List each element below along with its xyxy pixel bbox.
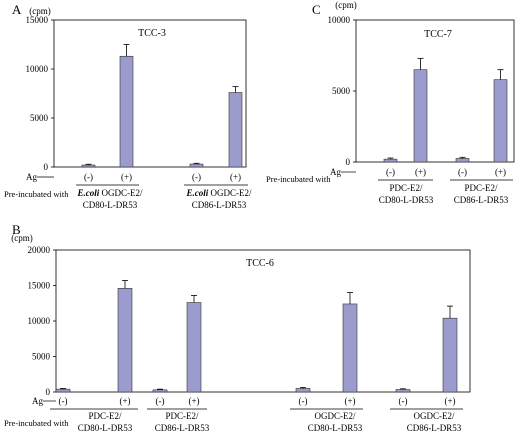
y-axis-unit-label: (cpm)	[11, 233, 33, 243]
bar	[413, 69, 428, 163]
ag-condition-label: (+)	[344, 396, 355, 406]
group-label-line1: PDC-E2/	[165, 411, 199, 421]
chart-panel-b: B(cpm) TCC-6 0 5000 10000 15000 20000 Ag Pre-inc…	[4, 222, 471, 433]
y-tick-label: 0	[346, 157, 351, 167]
pre-incubated-label: Pre-incubated with	[4, 189, 69, 199]
group-label-text: PDC-E2/	[389, 183, 423, 193]
group-label-line1: OGDC-E2/	[315, 411, 356, 421]
bar	[152, 389, 168, 393]
group-label-line2: CD86-L-DR53	[454, 195, 509, 205]
y-tick-label: 5000	[32, 352, 51, 362]
bar	[117, 288, 133, 393]
group-label-italic: E.coli	[186, 188, 209, 198]
y-tick-label: 10000	[26, 64, 49, 74]
y-tick-label: 10000	[28, 316, 51, 326]
pre-incubated-label: Pre-incubated with	[266, 174, 331, 184]
group-label-line1: E.coli OGDC-E2/	[77, 188, 143, 198]
group-label-line2: CD80-L-DR53	[78, 423, 133, 433]
group-label-line2: CD80-L-DR53	[308, 423, 363, 433]
group-label-text: OGDC-E2/	[414, 411, 455, 421]
y-axis-unit-label: (cpm)	[335, 0, 357, 10]
ag-condition-label: (-)	[458, 167, 467, 177]
ag-condition-label: (+)	[119, 396, 130, 406]
bar	[189, 163, 204, 168]
group-label-line1: PDC-E2/	[389, 183, 423, 193]
bar	[383, 158, 398, 163]
panel-letter: B	[12, 222, 21, 237]
ag-condition-label: (-)	[399, 396, 408, 406]
ag-label: Ag	[26, 172, 37, 182]
bar	[493, 79, 508, 163]
ag-label: Ag	[32, 396, 43, 406]
bar	[81, 164, 96, 168]
group-label-text: OGDC-E2/	[99, 188, 143, 198]
y-tick-label: 20000	[28, 245, 51, 255]
chart-title: TCC-6	[246, 258, 274, 269]
ag-label: Ag	[330, 167, 341, 177]
ag-condition-label: (+)	[415, 167, 426, 177]
group-label-line2: CD86-L-DR53	[155, 423, 210, 433]
ag-condition-label: (+)	[230, 172, 241, 182]
bar	[295, 388, 311, 393]
bar	[342, 303, 358, 393]
bar	[228, 92, 243, 168]
y-axis-unit-label: (cpm)	[29, 6, 51, 16]
group-label-line1: PDC-E2/	[464, 183, 498, 193]
y-tick-label: 0	[44, 162, 49, 172]
bar	[442, 317, 458, 393]
plot-frame	[355, 19, 515, 163]
ag-condition-label: (-)	[156, 396, 165, 406]
group-label-text: OGDC-E2/	[315, 411, 356, 421]
group-label-text: PDC-E2/	[88, 411, 122, 421]
ag-condition-label: (-)	[84, 172, 93, 182]
bar	[455, 158, 470, 163]
ag-condition-label: (-)	[299, 396, 308, 406]
ag-condition-label: (+)	[121, 172, 132, 182]
group-label-line2: CD80-L-DR53	[83, 200, 138, 210]
ag-condition-label: (-)	[386, 167, 395, 177]
ag-condition-label: (-)	[59, 396, 68, 406]
group-label-line2: CD86-L-DR53	[192, 200, 247, 210]
group-label-text: PDC-E2/	[464, 183, 498, 193]
group-label-text: OGDC-E2/	[208, 188, 252, 198]
pre-incubated-label: Pre-incubated with	[4, 418, 69, 428]
bar	[55, 388, 71, 393]
bar	[395, 389, 411, 393]
chart-title: TCC-3	[138, 28, 166, 39]
ag-condition-label: (+)	[495, 167, 506, 177]
y-tick-label: 15000	[28, 281, 51, 291]
plot-frame	[53, 19, 247, 168]
bar	[186, 302, 202, 393]
y-tick-label: 5000	[30, 113, 49, 123]
y-tick-label: 15000	[26, 15, 49, 25]
group-label-line1: E.coli OGDC-E2/	[186, 188, 252, 198]
group-label-text: PDC-E2/	[165, 411, 199, 421]
chart-panel-a: A (cpm) TCC-3 0 5000 10000 15000 Ag Pre-incubate…	[4, 2, 252, 210]
group-label-line1: OGDC-E2/	[414, 411, 455, 421]
bar	[119, 55, 134, 168]
y-tick-label: 0	[46, 387, 51, 397]
group-label-italic: E.coli	[77, 188, 100, 198]
ag-condition-label: (+)	[188, 396, 199, 406]
group-label-line2: CD80-L-DR53	[379, 195, 434, 205]
group-label-line2: CD86-L-DR53	[407, 423, 462, 433]
y-tick-label: 10000	[328, 15, 351, 25]
ag-condition-label: (+)	[444, 396, 455, 406]
y-tick-label: 5000	[332, 86, 351, 96]
ag-condition-label: (-)	[192, 172, 201, 182]
chart-title: TCC-7	[424, 29, 452, 40]
panel-letter: C	[312, 2, 321, 17]
panel-letter: A	[12, 2, 22, 17]
group-label-line1: PDC-E2/	[88, 411, 122, 421]
